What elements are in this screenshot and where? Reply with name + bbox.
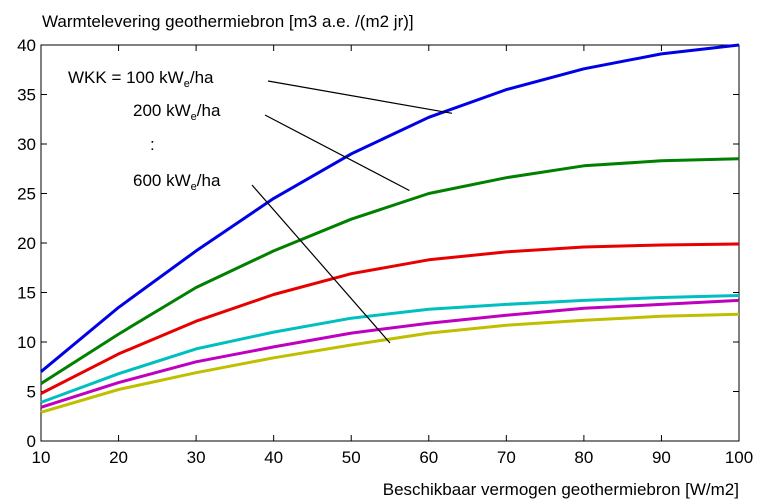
x-tick-label: 100 (725, 448, 753, 467)
x-tick-label: 90 (652, 448, 671, 467)
series-line-6 (40, 312, 740, 414)
series-line-4 (40, 294, 740, 404)
x-tick-label: 10 (32, 448, 51, 467)
y-tick-label: 0 (27, 432, 36, 451)
annotation-text: 200 kW (133, 101, 191, 120)
series-line-1 (40, 43, 740, 373)
annotation-subscript: e (184, 78, 190, 90)
annotation-pointer-line (251, 184, 391, 344)
annotation-label-2: 200 kWe/ha (133, 101, 221, 123)
x-tick-label: 30 (187, 448, 206, 467)
y-tick-label: 5 (27, 383, 36, 402)
series-line-5 (40, 298, 740, 409)
annotation-text: : (150, 135, 155, 154)
y-tick-label: 10 (17, 333, 36, 352)
annotation-text: WKK = 100 kW (68, 68, 184, 87)
x-tick-label: 20 (109, 448, 128, 467)
series-group (40, 43, 740, 414)
x-axis-title: Beschikbaar vermogen geothermiebron [W/m… (383, 480, 739, 499)
annotation-pointer-line (264, 114, 410, 192)
y-tick-label: 15 (17, 284, 36, 303)
annotation-unit: /ha (197, 171, 221, 190)
y-tick-label: 40 (17, 36, 36, 55)
annotation-pointer-line (267, 80, 453, 114)
y-tick-label: 35 (17, 86, 36, 105)
x-tick-label: 80 (574, 448, 593, 467)
chart-title: Warmtelevering geothermiebron [m3 a.e. /… (42, 12, 414, 31)
y-tick-label: 30 (17, 135, 36, 154)
annotation-subscript: e (191, 111, 197, 123)
annotation-unit: /ha (190, 68, 214, 87)
annotation-text: 600 kW (133, 171, 191, 190)
annotation-label-1: WKK = 100 kWe/ha (68, 68, 214, 90)
x-tick-label: 40 (264, 448, 283, 467)
y-tick-label: 20 (17, 234, 36, 253)
x-tick-label: 60 (419, 448, 438, 467)
y-tick-label: 25 (17, 185, 36, 204)
annotation-subscript: e (191, 181, 197, 193)
series-line-3 (40, 242, 740, 395)
series-line-2 (40, 157, 740, 385)
axis-ticks: 10 20 30 40 50 60 70 80 90 100 0 5 10 15 20 25 30 35 40 (17, 36, 753, 467)
x-tick-label: 70 (497, 448, 516, 467)
annotation-unit: /ha (197, 101, 221, 120)
annotation-label-4: 600 kWe/ha (133, 171, 221, 193)
x-tick-label: 50 (342, 448, 361, 467)
annotation-label-3: : (150, 135, 155, 154)
